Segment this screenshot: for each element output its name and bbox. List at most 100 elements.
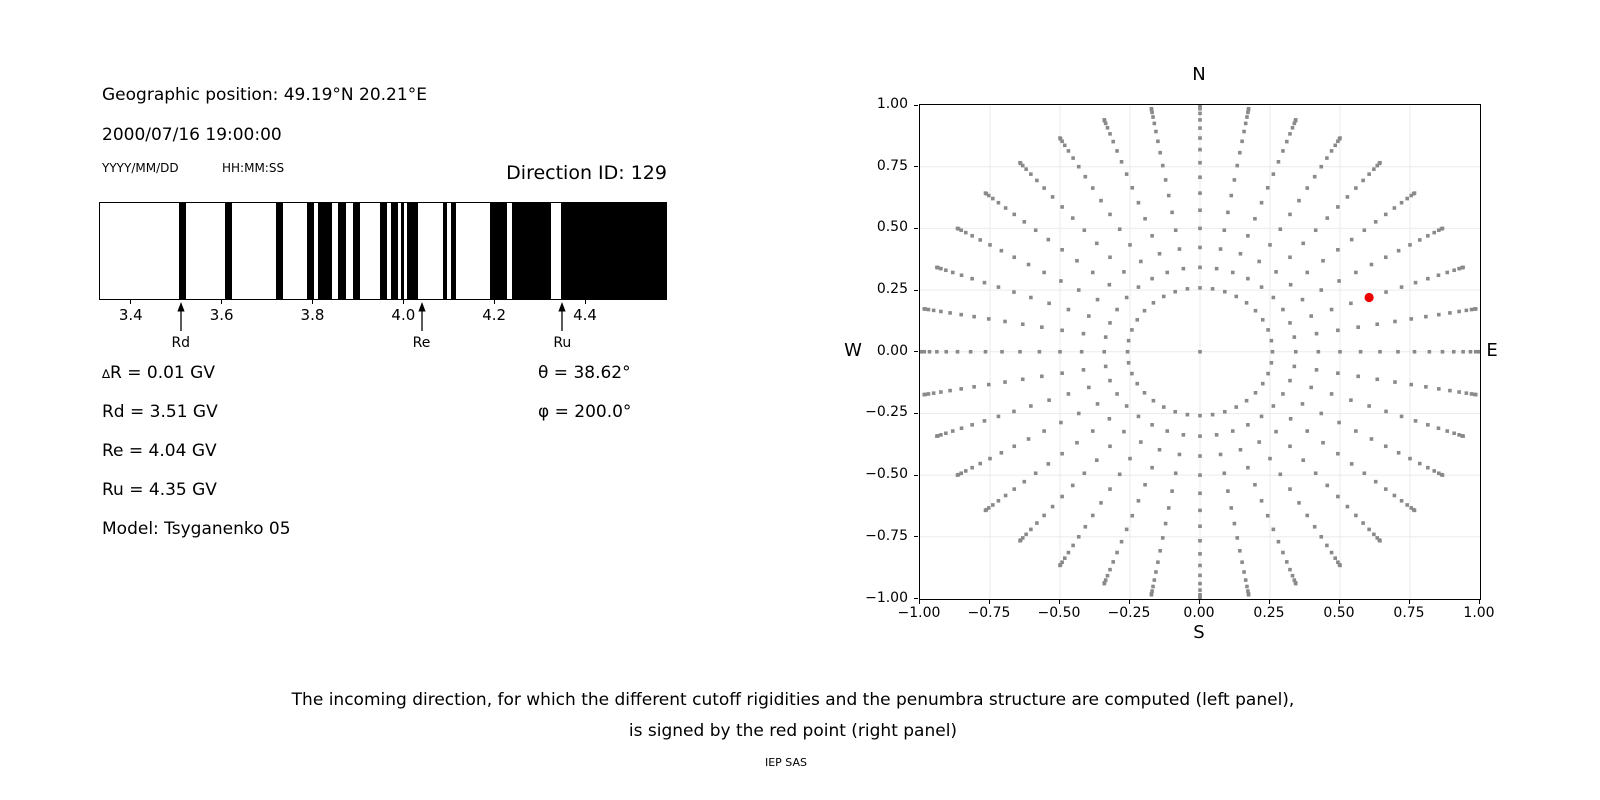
direction-map-y-tick-label: 0.50	[876, 219, 908, 236]
direction-dot	[1271, 527, 1276, 532]
phi-readout: φ = 200.0°	[538, 402, 632, 422]
direction-dot	[1300, 402, 1305, 406]
direction-dot	[1122, 270, 1126, 274]
compass-south-label: S	[1193, 622, 1205, 643]
direction-dot	[1142, 308, 1147, 313]
direction-dot	[1278, 472, 1283, 477]
penumbra-allowed-band	[512, 203, 552, 299]
direction-dot	[959, 471, 963, 476]
direction-dot	[1070, 216, 1075, 220]
direction-map-x-tick-label: −0.25	[1107, 605, 1151, 621]
direction-dot	[1259, 200, 1264, 205]
direction-dot	[1020, 377, 1025, 382]
direction-dot	[1257, 259, 1261, 264]
direction-dot	[1070, 483, 1075, 488]
direction-dot	[970, 276, 974, 281]
penumbra-x-tick-label: 4.2	[482, 306, 507, 324]
direction-dot	[1372, 167, 1376, 171]
direction-dot	[1437, 312, 1441, 317]
direction-dot	[1269, 361, 1274, 365]
direction-dot	[1268, 456, 1272, 461]
direction-dot	[1037, 349, 1042, 354]
caption-line-2: is signed by the red point (right panel)	[628, 721, 958, 741]
direction-map-y-tick-label: 0.00	[876, 342, 908, 359]
direction-dot	[1060, 371, 1064, 375]
direction-dot	[1345, 195, 1350, 199]
direction-dot	[1375, 377, 1380, 382]
direction-dot	[1198, 434, 1202, 438]
direction-dot	[1424, 385, 1428, 389]
direction-dot	[1198, 349, 1202, 354]
direction-dot	[1161, 405, 1166, 409]
direction-dot	[950, 270, 955, 275]
direction-map-y-tick-label: −0.50	[865, 466, 908, 483]
direction-dot	[1354, 270, 1358, 275]
direction-dot	[1448, 388, 1452, 393]
direction-dot	[986, 382, 991, 387]
direction-dot	[1399, 285, 1404, 289]
direction-dot	[1139, 440, 1143, 444]
direction-dot	[1461, 434, 1465, 438]
direction-dot	[959, 228, 963, 233]
direction-dot	[1361, 178, 1365, 183]
direction-dot	[955, 349, 960, 354]
up-arrow-icon	[558, 302, 566, 331]
direction-dot	[1452, 431, 1456, 436]
direction-dot	[1290, 125, 1295, 130]
penumbra-allowed-band	[490, 203, 508, 299]
direction-dot	[1108, 567, 1112, 572]
direction-dot	[1158, 150, 1162, 155]
penumbra-allowed-band	[275, 203, 284, 299]
penumbra-allowed-band	[338, 203, 347, 299]
direction-dot	[1117, 472, 1122, 477]
direction-dot	[1198, 245, 1202, 250]
datetime-text: 2000/07/16 19:00:00	[102, 125, 282, 145]
direction-dot	[1361, 521, 1365, 525]
direction-dot	[1229, 193, 1234, 198]
arrow-head	[417, 302, 426, 312]
direction-dot	[1230, 429, 1235, 433]
direction-dot	[1354, 186, 1358, 190]
direction-dot	[1246, 234, 1250, 238]
direction-dot	[1396, 248, 1401, 253]
direction-dot	[926, 307, 931, 312]
direction-dot	[1198, 286, 1202, 290]
direction-dot	[963, 469, 968, 473]
direction-map-y-tick	[914, 166, 918, 168]
ru-readout: Ru = 4.35 GV	[102, 480, 217, 500]
direction-dot	[1375, 536, 1380, 540]
direction-dot	[1029, 404, 1033, 408]
direction-dot	[1149, 106, 1154, 111]
direction-dot	[1047, 301, 1051, 306]
direction-dot	[1349, 237, 1354, 242]
direction-dot	[1012, 255, 1017, 260]
direction-dot	[1087, 385, 1091, 390]
direction-dot	[1226, 489, 1230, 493]
direction-dot	[983, 508, 988, 513]
direction-dot	[1151, 115, 1155, 119]
direction-dot	[1046, 237, 1051, 242]
direction-dot	[1119, 160, 1124, 164]
direction-dot	[1022, 220, 1027, 224]
direction-dot	[944, 349, 949, 354]
direction-dot	[1198, 208, 1202, 213]
arrow-head	[177, 302, 185, 312]
direction-dot	[1154, 129, 1158, 134]
direction-dot	[1413, 419, 1418, 423]
direction-dot	[1319, 411, 1324, 416]
direction-dot	[1103, 335, 1108, 339]
direction-dot	[935, 265, 939, 270]
direction-dot	[1012, 290, 1016, 294]
direction-dot	[1020, 322, 1025, 327]
direction-dot	[1103, 364, 1108, 369]
direction-dot	[1198, 111, 1202, 116]
direction-dot	[1160, 163, 1165, 168]
direction-dot	[1160, 536, 1165, 540]
direction-dot	[1432, 230, 1437, 235]
direction-dot	[1405, 196, 1409, 201]
direction-map-y-tick-label: 0.25	[876, 281, 908, 298]
direction-dot	[1087, 314, 1091, 318]
direction-dot	[1198, 175, 1202, 180]
direction-dot	[1090, 513, 1095, 518]
